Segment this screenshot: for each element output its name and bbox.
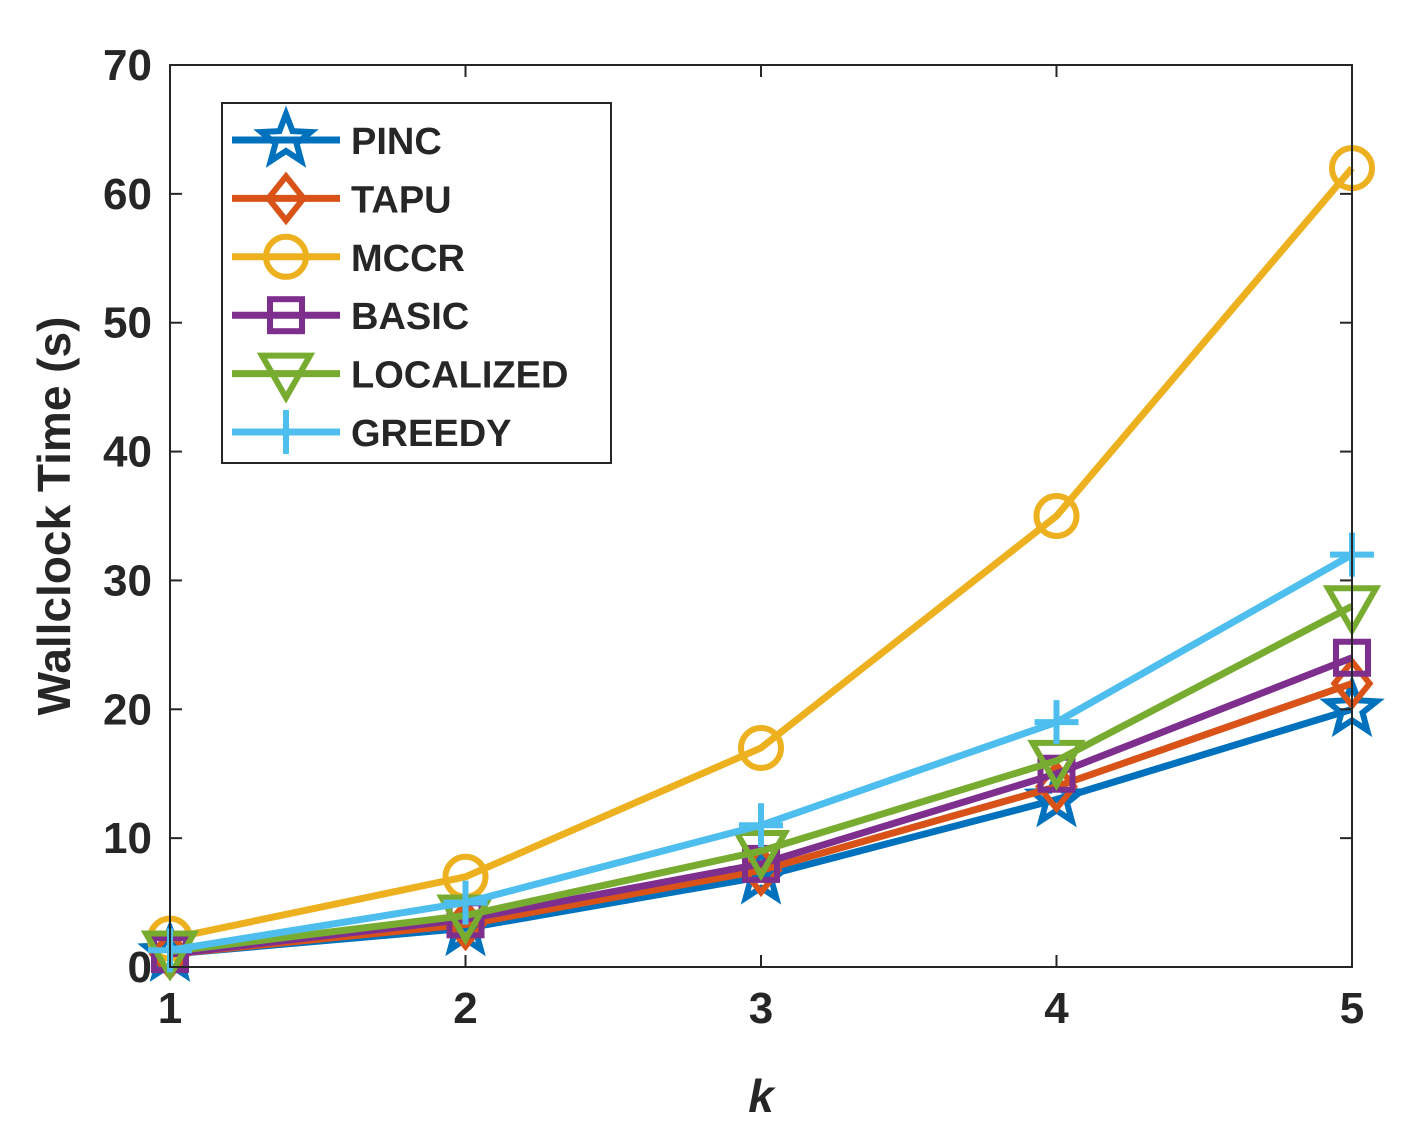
- mccr-line: [169, 165, 1355, 943]
- legend-label-mccr: MCCR: [351, 238, 465, 280]
- legend-marker-tapu: [264, 171, 308, 226]
- greedy-point: [443, 880, 488, 925]
- legend-marker-localized: [256, 352, 316, 404]
- legend-label-greedy: GREEDY: [351, 413, 511, 455]
- legend-entry-tapu: TAPU: [232, 171, 452, 226]
- y-tick-label: 70: [103, 41, 152, 90]
- greedy-point: [739, 803, 783, 848]
- legend-box: [221, 102, 612, 464]
- legend-label-basic: BASIC: [351, 296, 469, 338]
- legend: PINC TAPU MCCR BASIC LOCALIZED GREEDY: [221, 102, 612, 464]
- y-tick-label: 40: [103, 428, 152, 477]
- x-tick-label: 1: [158, 984, 182, 1033]
- legend-entry-mccr: MCCR: [232, 233, 465, 280]
- legend-entry-greedy: GREEDY: [232, 410, 511, 455]
- y-axis-label: Wallclock Time (s): [28, 317, 80, 716]
- mccr-point: [1033, 493, 1080, 539]
- x-tick-label: 4: [1044, 984, 1069, 1033]
- x-axis-label: k: [748, 1070, 776, 1122]
- mccr-point: [738, 724, 784, 771]
- series-layer: [137, 145, 1385, 982]
- legend-entry-pinc: PINC: [232, 105, 442, 168]
- x-tick-label: 3: [749, 984, 773, 1033]
- x-tick-label: 5: [1340, 984, 1364, 1033]
- legend-entry-basic: BASIC: [232, 296, 469, 338]
- x-tick-label: 2: [453, 984, 477, 1033]
- legend-marker-pinc: [253, 105, 319, 168]
- y-tick-label: 50: [103, 299, 152, 348]
- legend-label-localized: LOCALIZED: [351, 355, 568, 397]
- greedy-point: [1034, 700, 1079, 745]
- legend-marker-mccr: [263, 233, 309, 280]
- y-tick-label: 20: [103, 685, 152, 734]
- legend-marker-greedy: [264, 410, 308, 454]
- localized-line: [169, 603, 1354, 955]
- legend-label-pinc: PINC: [351, 121, 442, 163]
- y-tick-label: 30: [103, 556, 152, 605]
- y-tick-label: 0: [128, 943, 152, 992]
- y-tick-label: 10: [103, 814, 152, 863]
- legend-marker-basic: [267, 296, 305, 335]
- legend-entry-localized: LOCALIZED: [232, 352, 568, 404]
- legend-label-tapu: TAPU: [351, 179, 452, 221]
- y-tick-label: 60: [103, 170, 152, 219]
